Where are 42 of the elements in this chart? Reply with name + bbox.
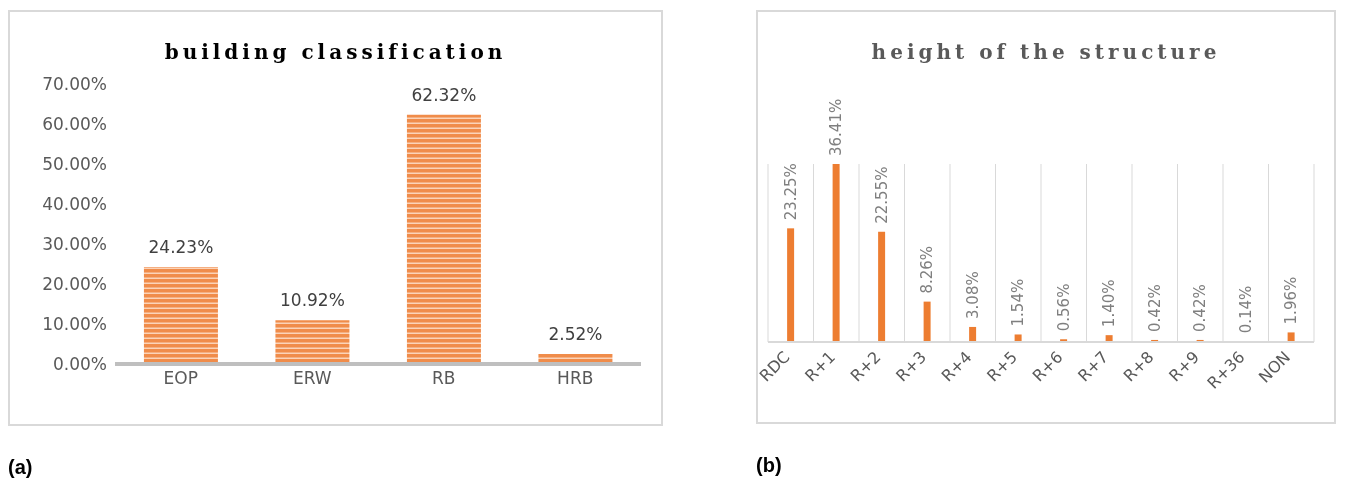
bar xyxy=(832,164,840,342)
x-tick-label: HRB xyxy=(557,368,594,389)
bar xyxy=(406,114,481,364)
data-label: 1.54% xyxy=(1009,278,1028,327)
data-label: 1.40% xyxy=(1100,279,1119,328)
x-tick-label: ERW xyxy=(292,368,332,389)
data-label: 8.26% xyxy=(918,245,937,294)
data-label: 2.52% xyxy=(548,323,603,344)
bar xyxy=(969,326,977,342)
y-tick-label: 0.00% xyxy=(52,354,107,375)
data-label: 3.08% xyxy=(963,271,982,319)
bar xyxy=(275,320,350,364)
y-tick-label: 40.00% xyxy=(42,194,107,215)
text: (b) xyxy=(756,454,783,477)
data-label: 0.42% xyxy=(1191,284,1210,332)
chart-title: height of the structure xyxy=(870,39,1222,64)
data-label: 0.14% xyxy=(1236,285,1255,334)
y-tick-label: 20.00% xyxy=(42,274,107,295)
data-label: 36.41% xyxy=(827,98,846,156)
bar xyxy=(787,228,795,342)
data-label: 23.25% xyxy=(781,163,800,221)
data-label: 10.92% xyxy=(280,290,345,311)
y-tick-label: 30.00% xyxy=(42,234,107,255)
y-tick-label: 10.00% xyxy=(42,314,107,335)
y-tick-label: 60.00% xyxy=(42,114,107,135)
x-tick-label: RB xyxy=(432,368,456,389)
chart-title: building classification xyxy=(163,39,508,64)
y-tick-label: 50.00% xyxy=(42,154,107,175)
data-label: 62.32% xyxy=(411,84,477,105)
bar xyxy=(878,231,886,342)
bar xyxy=(1287,332,1295,342)
data-label: 24.23% xyxy=(148,237,214,258)
bar xyxy=(923,301,931,342)
data-label: 0.56% xyxy=(1054,283,1073,332)
data-label: 22.55% xyxy=(872,166,891,224)
data-label: 0.42% xyxy=(1145,284,1164,332)
data-label: 1.96% xyxy=(1282,276,1301,325)
bar xyxy=(143,267,218,364)
x-tick-label: EOP xyxy=(163,368,198,389)
text: (a) xyxy=(8,456,34,479)
y-tick-label: 70.00% xyxy=(42,74,107,95)
bar xyxy=(1014,334,1022,342)
